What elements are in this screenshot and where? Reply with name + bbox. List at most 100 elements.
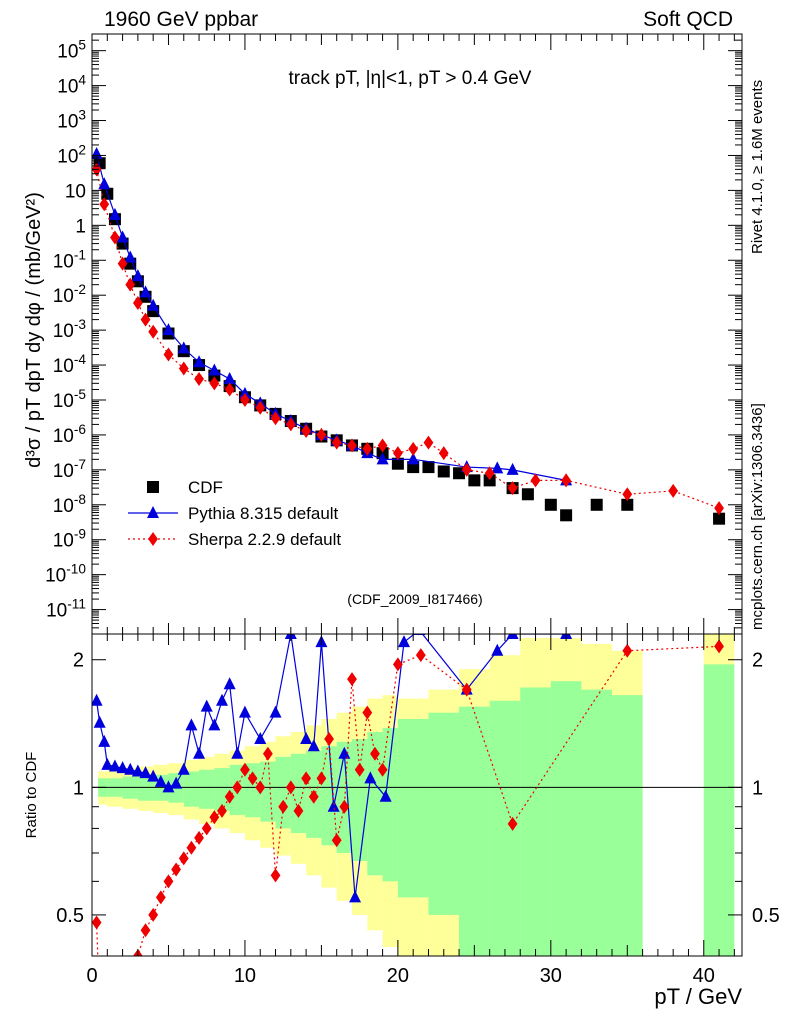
main-point-pythia [506, 462, 519, 475]
main-point-sherpa [461, 462, 472, 477]
side-site-label: mcplots.cern.ch [arXiv:1306.3436] [749, 403, 766, 630]
ratio-point-pythia [506, 634, 519, 639]
ratio-point-sherpa [178, 851, 189, 866]
main-title: track pT, |η|<1, pT > 0.4 GeV [289, 68, 532, 89]
green-band-bin [397, 718, 429, 898]
ratio-point-sherpa [347, 672, 357, 687]
ratio-point-pythia [147, 769, 160, 782]
ratio-point-pythia [185, 718, 198, 731]
main-point-sherpa [285, 417, 296, 432]
main-point-sherpa [140, 312, 151, 327]
green-band-bin [352, 739, 368, 862]
main-point-sherpa [561, 473, 572, 488]
main-ytick-label: 10-7 [53, 457, 86, 482]
green-band-bin [428, 712, 460, 915]
ratio-point-sherpa [148, 907, 159, 922]
ratio-panel: 0 10 20 30 40 0.5 0.5 1 1 2 2 Ratio to CDF pT / Ge… [23, 633, 780, 1016]
main-point-pythia [139, 285, 152, 298]
green-band-bin [489, 700, 521, 956]
ratio-point-pythia [98, 734, 111, 747]
ratio-point-pythia [231, 746, 244, 759]
ratio-point-pythia [238, 705, 251, 718]
ratio-point-sherpa [331, 833, 342, 848]
ratio-point-sherpa [370, 746, 380, 761]
main-point-cdf [590, 498, 603, 511]
ratio-point-pythia [101, 757, 114, 770]
legend-marker-cdf [147, 481, 159, 493]
ratio-point-sherpa [392, 657, 403, 672]
green-band-bin [275, 756, 291, 829]
green-band-bin [321, 746, 337, 846]
ratio-point-sherpa [247, 771, 258, 786]
legend-label: Pythia 8.315 default [188, 504, 339, 523]
ratio-point-pythia [338, 746, 351, 759]
ratio-xtick-label: 40 [693, 965, 715, 987]
ratio-point-sherpa [324, 732, 334, 747]
main-point-cdf [422, 461, 435, 474]
ratio-point-sherpa [155, 890, 166, 905]
legend-label: CDF [188, 478, 223, 497]
green-band-bin [290, 753, 307, 834]
main-ytick-label: 104 [57, 73, 86, 98]
ratio-point-pythia [193, 746, 206, 759]
green-band-bin [459, 706, 490, 956]
ratio-point-pythia [124, 762, 137, 775]
ratio-point-pythia [300, 732, 313, 745]
main-point-sherpa [132, 295, 143, 310]
ratio-point-pythia [131, 764, 144, 777]
main-point-cdf [621, 498, 634, 511]
ratio-point-sherpa [171, 862, 182, 877]
main-ytick-label: 10 [65, 181, 86, 202]
main-point-sherpa [99, 197, 110, 212]
main-point-sherpa [148, 324, 159, 339]
green-band-bin [703, 664, 735, 956]
main-point-sherpa [507, 481, 518, 496]
main-ytick-label: 10-4 [53, 352, 87, 377]
main-point-sherpa [622, 487, 633, 502]
ratio-point-sherpa [201, 821, 212, 836]
ratio-point-sherpa [92, 915, 102, 930]
main-point-pythia [108, 207, 121, 220]
ratio-point-sherpa [240, 762, 250, 777]
main-ytick-label: 10-9 [53, 527, 86, 552]
main-point-sherpa [194, 371, 204, 386]
main-point-sherpa [316, 427, 327, 442]
ratio-point-pythia [154, 774, 167, 787]
legend-marker-sherpa [148, 532, 158, 546]
main-point-cdf [468, 474, 481, 487]
ratio-point-sherpa [714, 639, 724, 654]
main-watermark: (CDF_2009_I817466) [347, 591, 482, 607]
main-point-cdf [483, 474, 496, 487]
ratio-point-sherpa [415, 648, 426, 663]
green-band-bin [550, 681, 582, 956]
ratio-point-sherpa [217, 803, 227, 818]
green-band-bin [520, 687, 551, 956]
main-point-pythia [98, 177, 111, 190]
green-band-bin [382, 728, 398, 882]
main-point-pythia [407, 452, 420, 465]
ratio-point-pythia [269, 705, 282, 718]
ratio-point-sherpa [293, 803, 304, 818]
ratio-ytick-label: 0.5 [56, 905, 84, 927]
main-point-cdf [521, 488, 534, 501]
ratio-point-pythia [413, 634, 426, 636]
ratio-point-sherpa [118, 1002, 128, 1016]
ratio-point-pythia [379, 789, 392, 802]
main-point-sherpa [377, 438, 388, 453]
main-line [96, 153, 567, 481]
green-band-bin [214, 768, 230, 811]
ratio-point-sherpa [186, 840, 197, 855]
green-band-bin [244, 763, 261, 818]
ratio-point-sherpa [354, 762, 365, 777]
main-ytick-label: 102 [57, 142, 86, 167]
ratio-ytick-label-right: 0.5 [752, 905, 780, 927]
ratio-point-pythia [162, 780, 175, 793]
green-band-bin [137, 776, 154, 801]
main-point-cdf [391, 457, 404, 470]
ratio-point-pythia [139, 766, 152, 779]
main-point-sherpa [117, 256, 128, 271]
legend: CDF Pythia 8.315 default Sherpa 2.2.9 defa… [128, 478, 341, 549]
main-point-cdf [116, 237, 129, 250]
header-left: 1960 GeV ppbar [104, 8, 258, 31]
